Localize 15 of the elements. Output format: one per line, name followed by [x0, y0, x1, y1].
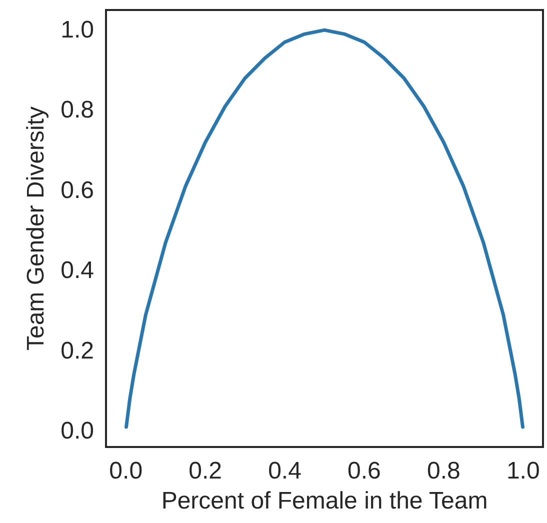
x-tick-label: 0.8 [426, 458, 460, 484]
x-tick-label: 1.0 [506, 458, 540, 484]
x-tick-label: 0.2 [188, 458, 222, 484]
y-tick-label: 0.8 [60, 96, 94, 124]
x-tick-label: 0.0 [109, 458, 143, 484]
y-tick-label: 1.0 [60, 16, 94, 44]
y-tick-label: 0.4 [60, 257, 94, 284]
line-series [124, 28, 524, 429]
y-tick-label: 0.0 [60, 417, 94, 444]
x-tick-label: 0.4 [268, 458, 302, 484]
x-axis-title: Percent of Female in the Team [161, 488, 488, 514]
x-tick-label: 0.6 [348, 458, 381, 484]
y-axis-title: Team Gender Diversity [22, 106, 50, 351]
y-tick-label: 0.6 [60, 176, 94, 204]
y-tick-label: 0.2 [60, 337, 94, 364]
